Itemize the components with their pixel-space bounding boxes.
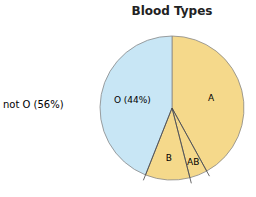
- slices: [100, 36, 244, 180]
- slice-label: O (44%): [114, 95, 151, 105]
- chart: Blood Types A AB B O (44%) not O (56%): [0, 0, 256, 197]
- slice-label: B: [166, 153, 172, 163]
- boundary-lines: [143, 108, 209, 183]
- title: Blood Types: [132, 4, 213, 18]
- boundary-line: [172, 108, 191, 183]
- slice-label: AB: [187, 157, 199, 167]
- slice-labels: A AB B O (44%): [114, 93, 215, 167]
- slice: [100, 36, 172, 175]
- annotation: not O (56%): [3, 99, 64, 110]
- boundary-line: [143, 108, 172, 180]
- slice-label: A: [208, 93, 215, 103]
- boundary-line: [172, 108, 209, 176]
